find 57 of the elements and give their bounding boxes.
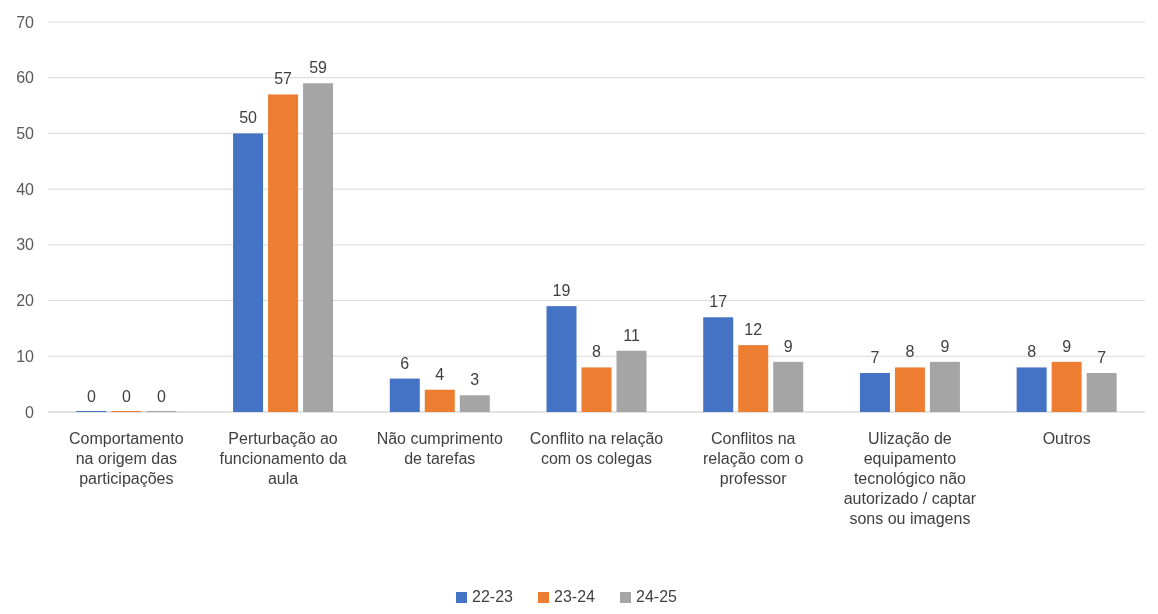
data-label: 11 (623, 326, 640, 344)
data-label: 8 (1027, 343, 1037, 361)
data-label: 3 (470, 371, 480, 389)
y-tick-label: 50 (16, 125, 35, 143)
x-tick-label: Comportamento na origem das participações (69, 430, 184, 487)
bar (546, 306, 577, 412)
bar (581, 367, 612, 412)
bar (424, 389, 455, 412)
bar (1016, 367, 1047, 412)
data-label: 17 (709, 293, 728, 311)
bar (233, 133, 264, 412)
data-label: 9 (940, 337, 950, 355)
bar (1086, 373, 1117, 412)
bar (1051, 361, 1082, 412)
bar (389, 378, 420, 412)
y-tick-label: 10 (16, 347, 35, 365)
data-label: 8 (905, 343, 915, 361)
bar (929, 361, 960, 412)
legend-label: 22-23 (472, 588, 514, 605)
bar (616, 350, 647, 412)
data-label: 0 (121, 388, 131, 405)
y-tick-label: 60 (16, 69, 35, 87)
data-label: 8 (592, 343, 602, 361)
data-label: 0 (86, 388, 96, 405)
x-tick-label: Ulização de equipamento tecnológico não autorizado / captar sons ou imagens (843, 430, 977, 527)
data-label: 7 (1097, 349, 1107, 366)
legend-label: 23-24 (554, 588, 596, 605)
y-tick-label: 20 (16, 292, 35, 310)
data-label: 7 (870, 349, 880, 366)
data-label: 6 (400, 354, 410, 372)
bar (703, 317, 734, 412)
data-label: 9 (1062, 337, 1072, 355)
y-tick-label: 70 (16, 13, 35, 31)
data-label: 19 (552, 282, 571, 300)
bar (894, 367, 925, 412)
legend-label: 24-25 (636, 588, 678, 605)
bar (738, 345, 769, 412)
x-tick-label: Não cumprimento de tarefas (376, 430, 504, 467)
data-label: 59 (309, 59, 328, 77)
data-label: 57 (274, 70, 293, 88)
x-tick-label: Outros (1042, 430, 1091, 447)
data-label: 9 (783, 337, 793, 355)
y-tick-label: 0 (25, 403, 35, 421)
x-tick-label: Conflito na relação com os colegas (529, 430, 664, 467)
data-label: 4 (435, 365, 445, 383)
data-label: 12 (744, 321, 763, 339)
data-label: 0 (156, 388, 166, 405)
bar (859, 373, 890, 412)
x-tick-label: Conflitos na relação com o professor (702, 430, 804, 487)
x-tick-label: Perturbação ao funcionamento da aula (219, 430, 347, 487)
y-tick-label: 30 (16, 236, 35, 254)
data-label: 50 (239, 109, 258, 127)
bar (268, 94, 299, 412)
y-tick-label: 40 (16, 180, 35, 198)
bar (459, 395, 490, 412)
bar (303, 83, 334, 412)
bar (773, 361, 804, 412)
